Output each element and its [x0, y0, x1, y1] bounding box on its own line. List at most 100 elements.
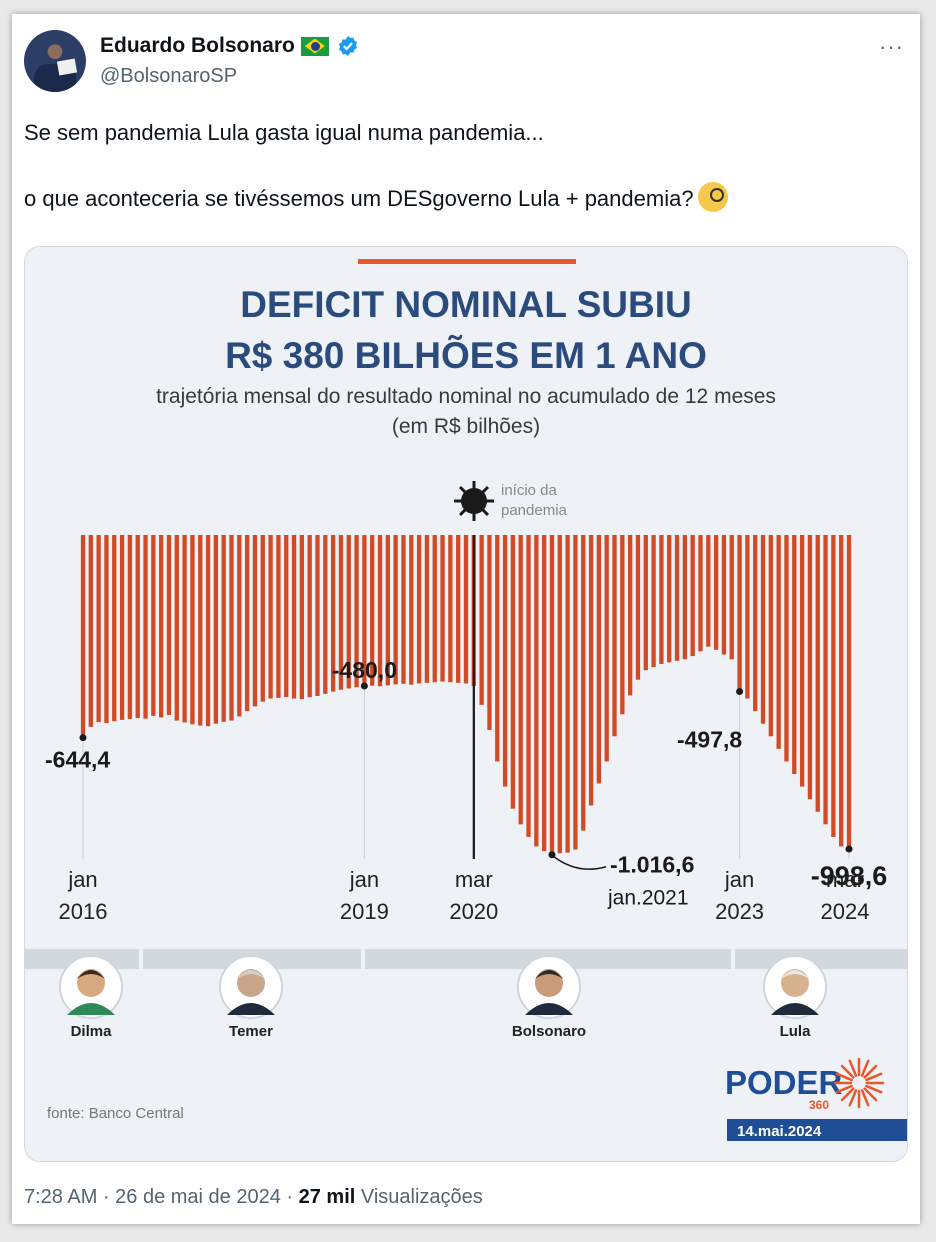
face-with-monocle-icon — [697, 182, 728, 212]
bar-7 — [135, 535, 140, 719]
bar-95 — [823, 535, 828, 825]
bar-88 — [768, 535, 773, 737]
bar-93 — [807, 535, 813, 800]
bar-8 — [143, 535, 148, 719]
bar-72 — [643, 535, 648, 671]
bar-49 — [463, 535, 469, 684]
sunburst-ray — [840, 1087, 855, 1102]
bar-19 — [229, 535, 234, 721]
bar-22 — [252, 535, 258, 707]
poder360-logo: PODER 360 — [725, 1057, 885, 1112]
bar-28 — [299, 535, 305, 700]
bar-73 — [651, 535, 656, 668]
views-count: 27 mil — [298, 1186, 356, 1208]
bar-12 — [174, 535, 179, 721]
bar-56 — [518, 535, 523, 825]
brazil-flag-icon — [300, 36, 329, 56]
bar-82 — [721, 535, 727, 655]
tweet-line-2: o que aconteceria se tivéssemos um DESgo… — [24, 182, 904, 216]
president-photo-temer — [219, 955, 283, 1019]
bar-64 — [581, 535, 586, 831]
bar-65 — [588, 535, 594, 806]
bar-0 — [80, 535, 86, 738]
chart-subtitle-2: (em R$ bilhões) — [392, 415, 540, 438]
president-name-2: Bolsonaro — [512, 1023, 586, 1040]
avatar[interactable] — [24, 30, 86, 92]
data-label-4: -998,6 — [811, 861, 888, 891]
bar-47 — [448, 535, 453, 683]
president-photo-bolsonaro — [517, 955, 581, 1019]
bar-70 — [627, 535, 633, 696]
bar-39 — [385, 535, 390, 686]
bar-71 — [635, 535, 641, 680]
president-name-1: Temer — [229, 1023, 273, 1040]
tweet-card: Eduardo Bolsonaro @BolsonaroSP ··· Se se… — [12, 14, 920, 1224]
author-name[interactable]: Eduardo Bolsonaro — [100, 34, 359, 58]
bar-79 — [698, 535, 703, 652]
bar-41 — [401, 535, 406, 684]
sunburst-ray — [860, 1059, 870, 1077]
bar-83 — [729, 535, 734, 660]
marker-4 — [845, 845, 853, 853]
bar-4 — [112, 535, 117, 722]
bar-44 — [424, 535, 430, 683]
bar-36 — [362, 535, 367, 686]
bar-42 — [409, 535, 414, 685]
bar-29 — [307, 535, 312, 698]
media-card[interactable]: DEFICIT NOMINAL SUBIU R$ 380 BILHÕES EM … — [24, 246, 908, 1162]
tick-month-3: jan — [724, 867, 754, 892]
bar-75 — [667, 535, 672, 663]
president-photo-lula — [763, 955, 827, 1019]
more-options-icon[interactable]: ··· — [879, 34, 904, 59]
bar-48 — [456, 535, 461, 683]
bar-43 — [416, 535, 422, 684]
author-name-text[interactable]: Eduardo Bolsonaro — [100, 34, 295, 57]
tweet-footer: 7:28 AM · 26 de mai de 2024 · 27 mil Vis… — [24, 1186, 483, 1209]
timestamp[interactable]: 7:28 AM · 26 de mai de 2024 · — [24, 1186, 299, 1208]
bar-77 — [682, 535, 688, 660]
bar-18 — [221, 535, 226, 722]
sunburst-ray — [860, 1089, 870, 1107]
bar-60 — [549, 535, 555, 855]
bar-74 — [659, 535, 664, 664]
sunburst-ray — [863, 1064, 878, 1079]
infographic: DEFICIT NOMINAL SUBIU R$ 380 BILHÕES EM … — [25, 247, 907, 1161]
tick-month-4: mar — [826, 867, 864, 892]
tick-year-1: 2019 — [340, 899, 389, 924]
bar-40 — [393, 535, 398, 685]
bar-30 — [315, 535, 320, 697]
tick-month-0: jan — [67, 867, 97, 892]
sunburst-ray — [835, 1084, 853, 1094]
sunburst-ray — [863, 1087, 878, 1102]
bar-1 — [88, 535, 93, 727]
bar-87 — [760, 535, 766, 724]
virus-icon — [454, 481, 494, 521]
data-sublabel-2: jan.2021 — [607, 887, 689, 910]
bar-78 — [690, 535, 695, 657]
bar-31 — [323, 535, 328, 694]
bar-16 — [205, 535, 211, 727]
president-name-3: Lula — [780, 1023, 811, 1040]
tweet-text: Se sem pandemia Lula gasta igual numa pa… — [24, 116, 904, 216]
chart-title-1: DEFICIT NOMINAL SUBIU — [240, 284, 692, 325]
brand-name: PODER — [725, 1064, 843, 1101]
pandemic-label-1: início da — [501, 482, 558, 499]
marker-2 — [548, 851, 556, 859]
bar-63 — [573, 535, 578, 850]
author-handle[interactable]: @BolsonaroSP — [100, 65, 238, 87]
tweet-line-1: Se sem pandemia Lula gasta igual numa pa… — [24, 120, 544, 145]
bar-20 — [237, 535, 242, 717]
bar-25 — [276, 535, 281, 698]
tick-month-1: jan — [349, 867, 379, 892]
bar-61 — [557, 535, 562, 854]
bar-80 — [706, 535, 711, 647]
bar-62 — [565, 535, 570, 853]
tick-year-0: 2016 — [59, 899, 108, 924]
bar-90 — [784, 535, 789, 762]
bar-10 — [159, 535, 164, 718]
bar-89 — [776, 535, 781, 749]
bar-3 — [104, 535, 109, 724]
bar-96 — [831, 535, 836, 837]
bar-68 — [612, 535, 617, 737]
bar-67 — [604, 535, 609, 762]
